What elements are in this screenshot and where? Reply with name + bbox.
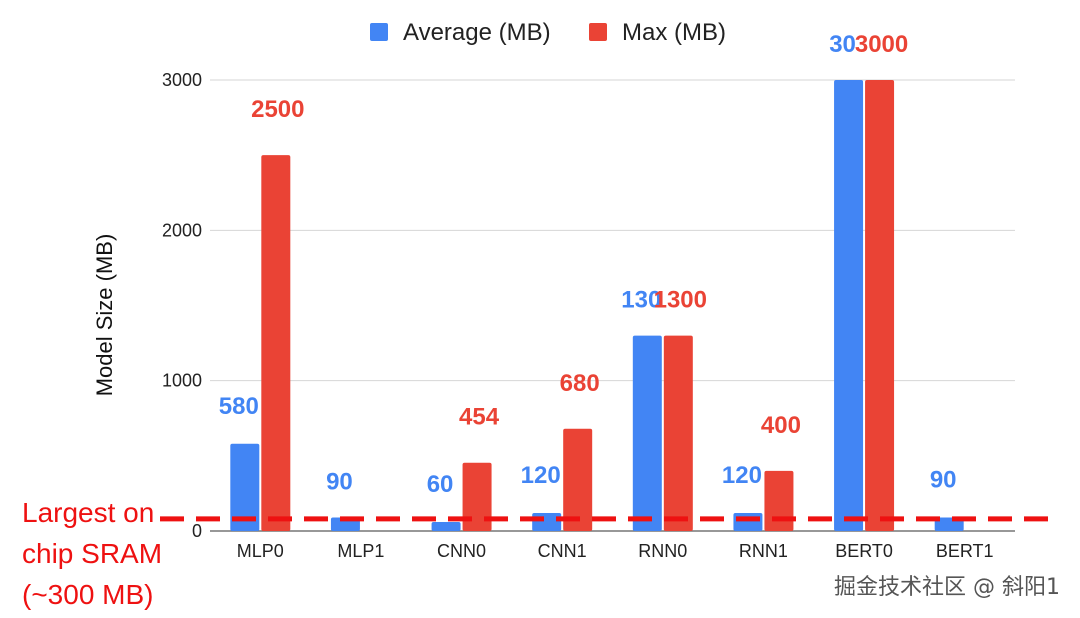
y-axis-label: Model Size (MB) [92, 234, 117, 397]
x-tick-label: MLP0 [237, 541, 284, 561]
bar-average-cnn0 [431, 521, 461, 531]
bar-max-rnn0 [663, 335, 693, 531]
axis-ticks: 0 1000 2000 3000 MLP0 MLP1 CNN0 CNN1 RNN0 RNN1 BER… [162, 70, 994, 561]
data-label: 60 [427, 471, 454, 498]
data-label: 30 [829, 31, 856, 58]
annotation-line: chip SRAM [22, 538, 162, 569]
data-label: 3000 [855, 31, 908, 58]
watermark: 掘金技术社区 @ 斜阳1 [834, 575, 1060, 600]
bar-average-cnn1 [532, 512, 562, 531]
y-tick-label: 3000 [162, 70, 202, 90]
bar-max-rnn1 [764, 470, 794, 531]
y-tick-label: 2000 [162, 220, 202, 240]
data-label: 400 [761, 412, 801, 439]
data-label: 2500 [251, 96, 304, 123]
x-tick-label: MLP1 [337, 541, 384, 561]
bar-max-cnn0 [462, 462, 492, 531]
bar-max-mlp0 [261, 155, 291, 531]
sram-annotation: Largest on chip SRAM (~300 MB) [22, 497, 162, 610]
data-label: 454 [459, 404, 500, 431]
bar-max-bert0 [865, 80, 895, 531]
gridlines [210, 79, 1015, 532]
bar-average-bert0 [834, 80, 864, 531]
legend-swatch [370, 23, 388, 41]
x-tick-label: CNN0 [437, 541, 486, 561]
x-tick-label: CNN1 [538, 541, 587, 561]
bars [230, 80, 964, 531]
x-tick-label: RNN0 [638, 541, 687, 561]
data-label: 120 [521, 462, 561, 489]
bar-average-rnn0 [632, 335, 662, 531]
data-label: 90 [930, 466, 957, 493]
legend-label: Max (MB) [622, 19, 726, 46]
legend-label: Average (MB) [403, 19, 551, 46]
y-tick-label: 0 [192, 521, 202, 541]
bar-average-rnn1 [733, 512, 763, 531]
legend: Average (MB) Max (MB) [370, 19, 726, 46]
legend-swatch [589, 23, 607, 41]
data-label: 580 [219, 393, 259, 420]
x-tick-label: BERT1 [936, 541, 994, 561]
data-label: 680 [560, 370, 600, 397]
data-label: 1300 [654, 287, 707, 314]
bar-average-mlp0 [230, 443, 260, 531]
annotation-line: (~300 MB) [22, 579, 154, 610]
y-tick-label: 1000 [162, 371, 202, 391]
annotation-line: Largest on [22, 497, 154, 528]
x-tick-label: RNN1 [739, 541, 788, 561]
x-tick-label: BERT0 [835, 541, 893, 561]
bar-max-cnn1 [563, 428, 593, 531]
data-label: 130 [621, 287, 661, 314]
data-label: 120 [722, 462, 762, 489]
data-label: 90 [326, 468, 353, 495]
